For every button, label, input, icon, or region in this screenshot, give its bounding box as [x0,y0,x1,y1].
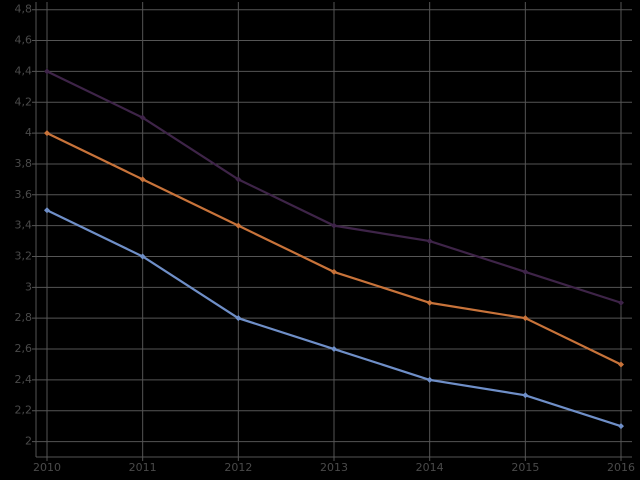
y-tick-label: 3,8 [15,157,33,170]
marker [522,315,529,322]
y-tick-label: 4,4 [15,64,33,77]
y-tick-label: 2,6 [15,342,33,355]
marker [139,253,146,260]
y-tick-label: 3,6 [15,188,33,201]
marker [139,114,146,121]
marker [522,392,529,399]
marker [235,315,242,322]
marker [617,423,624,430]
y-tick-label: 4,8 [15,3,33,16]
y-tick-label: 3 [25,280,32,293]
y-tick-label: 3,2 [15,249,33,262]
marker [617,361,624,368]
x-tick-label: 2014 [416,461,444,474]
marker [522,268,529,275]
marker [44,207,51,214]
x-tick-label: 2013 [320,461,348,474]
y-tick-label: 2,8 [15,311,33,324]
marker [331,346,337,353]
marker [331,222,337,229]
marker [426,238,433,245]
marker [617,299,624,306]
marker [426,299,433,306]
y-tick-label: 4 [25,126,32,139]
marker [235,222,242,229]
y-tick-label: 4,6 [15,34,33,47]
x-tick-label: 2016 [607,461,635,474]
y-tick-label: 2 [25,435,32,448]
y-tick-label: 2,2 [15,404,33,417]
y-tick-label: 3,4 [15,219,33,232]
marker [331,268,337,275]
marker [139,176,146,183]
x-tick-label: 2012 [224,461,252,474]
marker [44,68,51,75]
marker [426,376,433,383]
y-tick-label: 4,2 [15,95,33,108]
x-tick-label: 2011 [129,461,157,474]
y-tick-label: 2,4 [15,373,33,386]
marker [235,176,242,183]
x-tick-label: 2015 [511,461,539,474]
marker [44,130,51,137]
x-tick-label: 2010 [33,461,61,474]
